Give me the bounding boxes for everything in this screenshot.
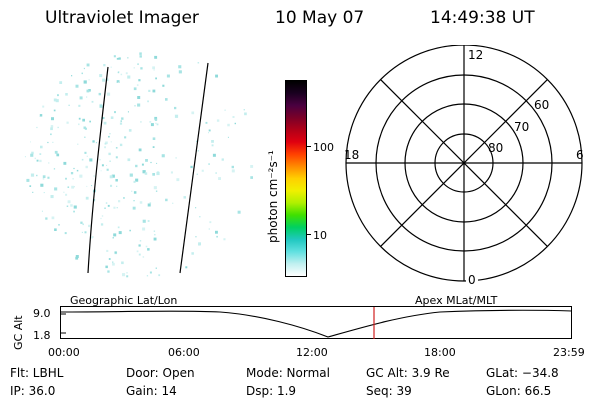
mlt-label-6: 6	[576, 148, 584, 162]
meridian-line-left	[87, 66, 109, 274]
apex-label: Apex MLat/MLT	[415, 294, 498, 307]
colorbar-unit-label: photon cm⁻²s⁻¹	[266, 150, 280, 243]
polar-plot: 12 0 18 6 60 70 80	[344, 45, 584, 285]
glat-info: GLat: −34.8	[486, 366, 559, 380]
colorbar-tick-mark-10	[306, 234, 311, 235]
mlt-label-0: 0	[468, 273, 476, 285]
timeline-ytick-top: 9.0	[33, 307, 51, 320]
colorbar-tick-10: 10	[313, 229, 327, 242]
date-label: 10 May 07	[275, 8, 365, 28]
uv-emission-speckles	[24, 52, 254, 278]
altitude-timeline	[60, 306, 572, 339]
colorbar-tick-mark-100	[306, 146, 311, 147]
mlat-label-60: 60	[534, 98, 549, 112]
xtick-1200: 12:00	[296, 346, 328, 359]
uv-image-panel	[24, 52, 254, 278]
gain-info: Gain: 14	[126, 384, 177, 398]
dsp-info: Dsp: 1.9	[246, 384, 297, 398]
ip-info: IP: 36.0	[10, 384, 56, 398]
mode-info: Mode: Normal	[246, 366, 330, 380]
seq-info: Seq: 39	[366, 384, 412, 398]
mlat-label-70: 70	[514, 120, 529, 134]
xtick-0000: 00:00	[48, 346, 80, 359]
timeline-yaxis-label: GC Alt	[12, 315, 25, 350]
timeline-ytick-bottom: 1.8	[33, 329, 51, 342]
xtick-1800: 18:00	[424, 346, 456, 359]
time-label: 14:49:38 UT	[430, 8, 535, 28]
xtick-0600: 06:00	[168, 346, 200, 359]
polar-diagonal-2	[380, 79, 548, 247]
door-info: Door: Open	[126, 366, 195, 380]
xtick-2359: 23:59	[553, 346, 585, 359]
geographic-label: Geographic Lat/Lon	[70, 294, 178, 307]
mlt-label-18: 18	[344, 148, 359, 162]
altitude-curve	[60, 309, 572, 338]
colorbar	[285, 80, 307, 277]
gc-alt-info: GC Alt: 3.9 Re	[366, 366, 450, 380]
colorbar-tick-100: 100	[313, 141, 334, 154]
instrument-title: Ultraviolet Imager	[45, 8, 199, 28]
meridian-line-right	[179, 62, 209, 274]
filter-info: Flt: LBHL	[10, 366, 64, 380]
glon-info: GLon: 66.5	[486, 384, 552, 398]
mlat-label-80: 80	[488, 141, 503, 155]
mlt-label-12: 12	[468, 48, 483, 62]
